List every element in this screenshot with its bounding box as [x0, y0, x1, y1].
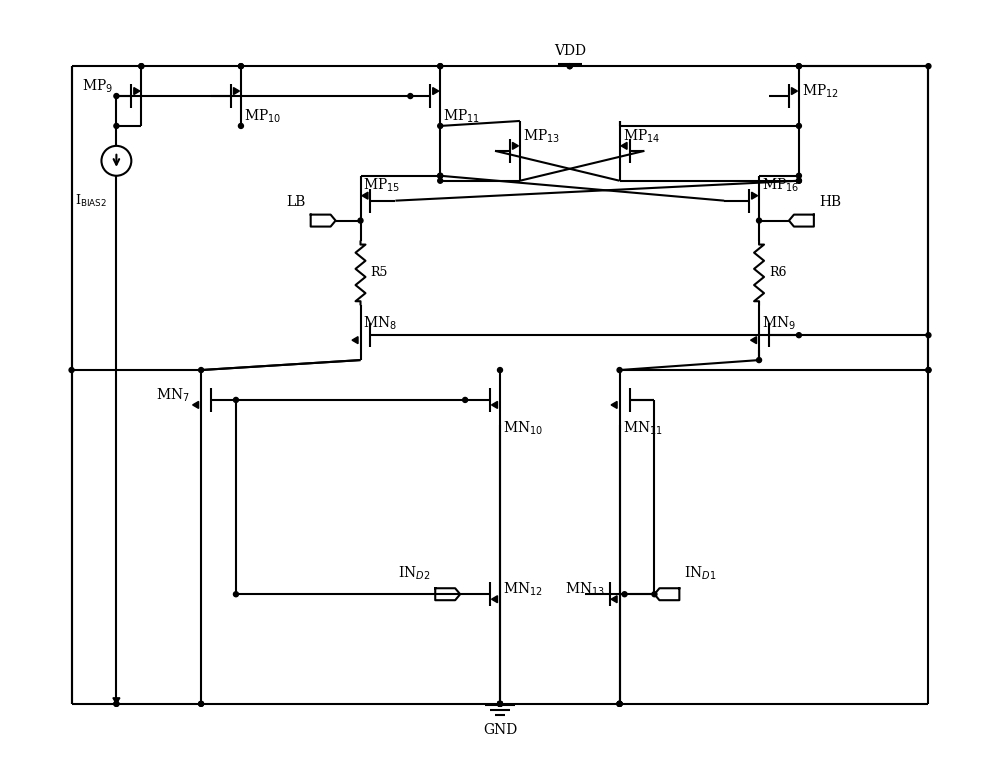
Circle shape: [926, 63, 931, 69]
Circle shape: [238, 63, 243, 69]
Polygon shape: [611, 402, 617, 409]
Circle shape: [199, 702, 204, 706]
Circle shape: [567, 63, 572, 69]
Polygon shape: [433, 87, 439, 95]
Circle shape: [438, 63, 443, 69]
Text: IN$_{D1}$: IN$_{D1}$: [684, 565, 717, 582]
Circle shape: [139, 63, 144, 69]
Text: R6: R6: [769, 266, 787, 279]
Circle shape: [233, 592, 238, 597]
Text: MP$_{14}$: MP$_{14}$: [623, 127, 660, 145]
Text: R5: R5: [370, 266, 388, 279]
Text: MN$_9$: MN$_9$: [762, 314, 796, 332]
Text: LB: LB: [286, 194, 306, 209]
Circle shape: [622, 592, 627, 597]
Circle shape: [567, 63, 572, 69]
Circle shape: [233, 398, 238, 402]
Circle shape: [238, 123, 243, 129]
Circle shape: [796, 173, 801, 178]
Circle shape: [358, 218, 363, 223]
Circle shape: [139, 63, 144, 69]
Polygon shape: [193, 402, 199, 409]
Circle shape: [69, 367, 74, 373]
Text: I$_{\rm BIAS2}$: I$_{\rm BIAS2}$: [75, 193, 106, 209]
Circle shape: [498, 702, 502, 706]
Circle shape: [498, 367, 502, 373]
Text: MP$_{11}$: MP$_{11}$: [443, 107, 480, 125]
Text: MN$_7$: MN$_7$: [156, 386, 190, 404]
Text: MP$_9$: MP$_9$: [82, 77, 113, 95]
Polygon shape: [752, 192, 758, 199]
Circle shape: [617, 702, 622, 706]
Polygon shape: [134, 87, 140, 95]
Text: MN$_{13}$: MN$_{13}$: [565, 581, 605, 598]
Circle shape: [926, 367, 931, 373]
Circle shape: [926, 333, 931, 337]
Circle shape: [617, 702, 622, 706]
Text: MP$_{15}$: MP$_{15}$: [363, 177, 401, 194]
Text: GND: GND: [483, 723, 517, 737]
Circle shape: [796, 178, 801, 184]
Circle shape: [498, 702, 502, 706]
Circle shape: [796, 63, 801, 69]
Polygon shape: [751, 337, 757, 343]
Circle shape: [926, 367, 931, 373]
Circle shape: [498, 702, 502, 706]
Text: HB: HB: [819, 194, 841, 209]
Text: MN$_{11}$: MN$_{11}$: [623, 419, 662, 437]
Circle shape: [114, 702, 119, 706]
Circle shape: [199, 702, 204, 706]
Circle shape: [438, 173, 443, 178]
Circle shape: [438, 173, 443, 178]
Circle shape: [617, 702, 622, 706]
Circle shape: [438, 178, 443, 184]
Circle shape: [617, 367, 622, 373]
Text: MP$_{10}$: MP$_{10}$: [244, 107, 281, 125]
Circle shape: [199, 367, 204, 373]
Circle shape: [796, 178, 801, 184]
Polygon shape: [233, 87, 239, 95]
Circle shape: [114, 123, 119, 129]
Circle shape: [463, 398, 468, 402]
Circle shape: [796, 63, 801, 69]
Text: MN$_{10}$: MN$_{10}$: [503, 419, 543, 437]
Circle shape: [438, 63, 443, 69]
Text: VDD: VDD: [554, 44, 586, 58]
Polygon shape: [621, 142, 627, 149]
Circle shape: [238, 63, 243, 69]
Polygon shape: [611, 596, 617, 603]
Polygon shape: [352, 337, 358, 343]
Circle shape: [498, 702, 502, 706]
Circle shape: [438, 123, 443, 129]
Circle shape: [498, 702, 502, 706]
Circle shape: [757, 218, 762, 223]
Circle shape: [796, 333, 801, 337]
Circle shape: [114, 702, 119, 706]
Circle shape: [757, 357, 762, 363]
Polygon shape: [512, 142, 518, 149]
Circle shape: [408, 93, 413, 99]
Text: MP$_{12}$: MP$_{12}$: [802, 83, 839, 99]
Text: MP$_{13}$: MP$_{13}$: [523, 127, 560, 145]
Circle shape: [617, 702, 622, 706]
Text: IN$_{D2}$: IN$_{D2}$: [398, 565, 430, 582]
Circle shape: [652, 592, 657, 597]
Text: MN$_8$: MN$_8$: [363, 314, 397, 332]
Polygon shape: [791, 87, 797, 95]
Polygon shape: [362, 192, 368, 199]
Circle shape: [796, 123, 801, 129]
Polygon shape: [113, 698, 120, 704]
Circle shape: [114, 93, 119, 99]
Polygon shape: [492, 402, 498, 409]
Text: MN$_{12}$: MN$_{12}$: [503, 581, 543, 598]
Text: MP$_{16}$: MP$_{16}$: [762, 177, 799, 194]
Polygon shape: [492, 596, 498, 603]
